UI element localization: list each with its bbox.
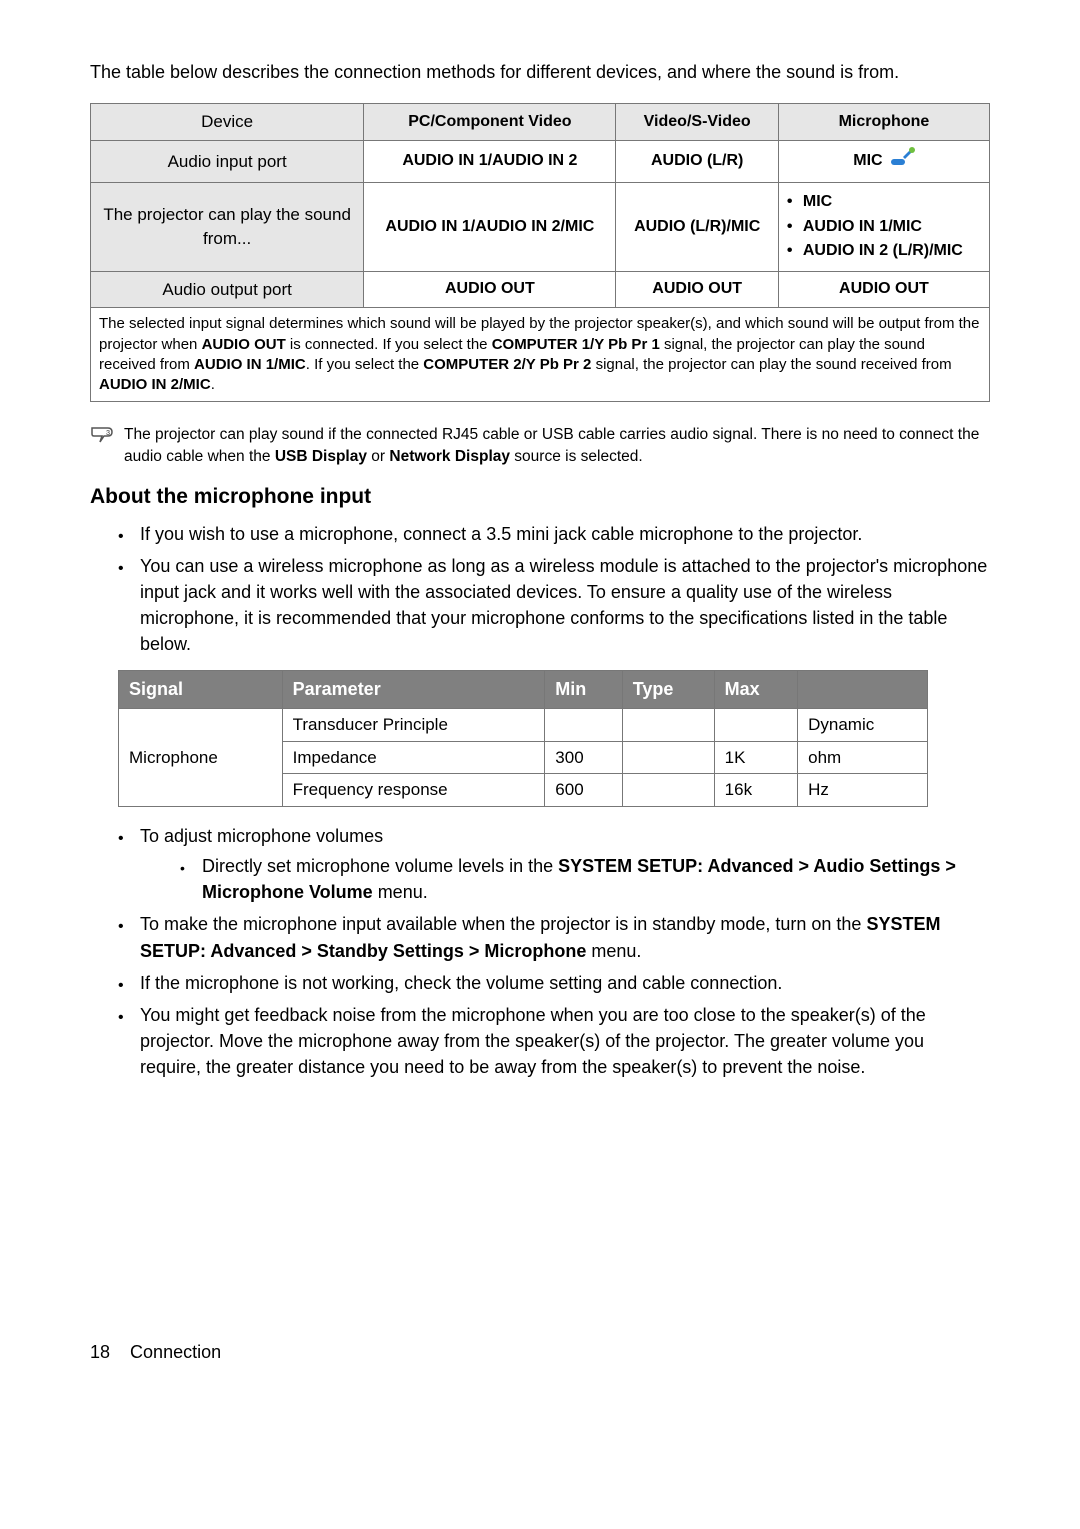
mic-text: MIC	[853, 150, 882, 172]
t1-footnote: The selected input signal determines whi…	[91, 308, 990, 402]
note-block: ɜ The projector can play sound if the co…	[90, 424, 990, 467]
spec-table: Signal Parameter Min Type Max Microphone…	[118, 670, 928, 808]
t2-r1-unit: ohm	[798, 741, 928, 774]
t1-h1: Device	[91, 104, 364, 141]
t2-signal: Microphone	[119, 708, 283, 806]
t1-r1-c2: AUDIO IN 1/AUDIO IN 2	[364, 140, 616, 182]
note-text: The projector can play sound if the conn…	[124, 424, 990, 467]
t2-h6	[798, 670, 928, 708]
t2-r0-unit: Dynamic	[798, 708, 928, 741]
bullet-top-1: If you wish to use a microphone, connect…	[118, 521, 990, 547]
note-icon: ɜ	[90, 424, 116, 467]
t1-r3-c3: AUDIO OUT	[616, 271, 778, 308]
t1-r1-label: Audio input port	[91, 140, 364, 182]
section-heading: About the microphone input	[90, 482, 990, 511]
bottom-bullet-list: To adjust microphone volumes Directly se…	[90, 823, 990, 1080]
bullet-b3: If the microphone is not working, check …	[118, 970, 990, 996]
t1-h4: Microphone	[778, 104, 989, 141]
t2-h4: Type	[622, 670, 714, 708]
t1-h3: Video/S-Video	[616, 104, 778, 141]
t2-r1-param: Impedance	[282, 741, 545, 774]
bullet-b1: To adjust microphone volumes Directly se…	[118, 823, 990, 905]
t1-r2-c4: MIC AUDIO IN 1/MIC AUDIO IN 2 (L/R)/MIC	[778, 183, 989, 271]
page-number: 18	[90, 1342, 110, 1362]
t2-r1-max: 1K	[714, 741, 797, 774]
t1-r3-c4: AUDIO OUT	[778, 271, 989, 308]
microphone-icon	[889, 147, 915, 176]
t2-h2: Parameter	[282, 670, 545, 708]
t2-r2-param: Frequency response	[282, 774, 545, 807]
t2-r2-unit: Hz	[798, 774, 928, 807]
t2-h5: Max	[714, 670, 797, 708]
footer-label: Connection	[130, 1342, 221, 1362]
bullet-b1-sub: Directly set microphone volume levels in…	[180, 853, 990, 905]
t2-r1-min: 300	[545, 741, 622, 774]
t2-r0-min	[545, 708, 622, 741]
t1-r1-c3: AUDIO (L/R)	[616, 140, 778, 182]
t1-r2-c2: AUDIO IN 1/AUDIO IN 2/MIC	[364, 183, 616, 271]
t1-r2-c3: AUDIO (L/R)/MIC	[616, 183, 778, 271]
t2-r0-type	[622, 708, 714, 741]
mic-item-2: AUDIO IN 1/MIC	[787, 216, 981, 238]
mic-item-1: MIC	[787, 191, 981, 213]
t1-r3-label: Audio output port	[91, 271, 364, 308]
t2-h3: Min	[545, 670, 622, 708]
t1-h2: PC/Component Video	[364, 104, 616, 141]
t2-r0-param: Transducer Principle	[282, 708, 545, 741]
intro-text: The table below describes the connection…	[90, 60, 990, 85]
t2-r0-max	[714, 708, 797, 741]
t2-h1: Signal	[119, 670, 283, 708]
t1-r1-c4: MIC	[778, 140, 989, 182]
t1-r2-label: The projector can play the sound from...	[91, 183, 364, 271]
t2-r2-min: 600	[545, 774, 622, 807]
page-footer: 18 Connection	[90, 1340, 990, 1365]
bullet-b2: To make the microphone input available w…	[118, 911, 990, 963]
bullet-b4: You might get feedback noise from the mi…	[118, 1002, 990, 1080]
svg-text:ɜ: ɜ	[106, 427, 110, 437]
t2-r1-type	[622, 741, 714, 774]
t2-r2-max: 16k	[714, 774, 797, 807]
mic-item-3: AUDIO IN 2 (L/R)/MIC	[787, 240, 981, 262]
bullet-top-2: You can use a wireless microphone as lon…	[118, 553, 990, 657]
t1-r3-c2: AUDIO OUT	[364, 271, 616, 308]
connection-table: Device PC/Component Video Video/S-Video …	[90, 103, 990, 402]
t2-r2-type	[622, 774, 714, 807]
top-bullet-list: If you wish to use a microphone, connect…	[90, 521, 990, 657]
